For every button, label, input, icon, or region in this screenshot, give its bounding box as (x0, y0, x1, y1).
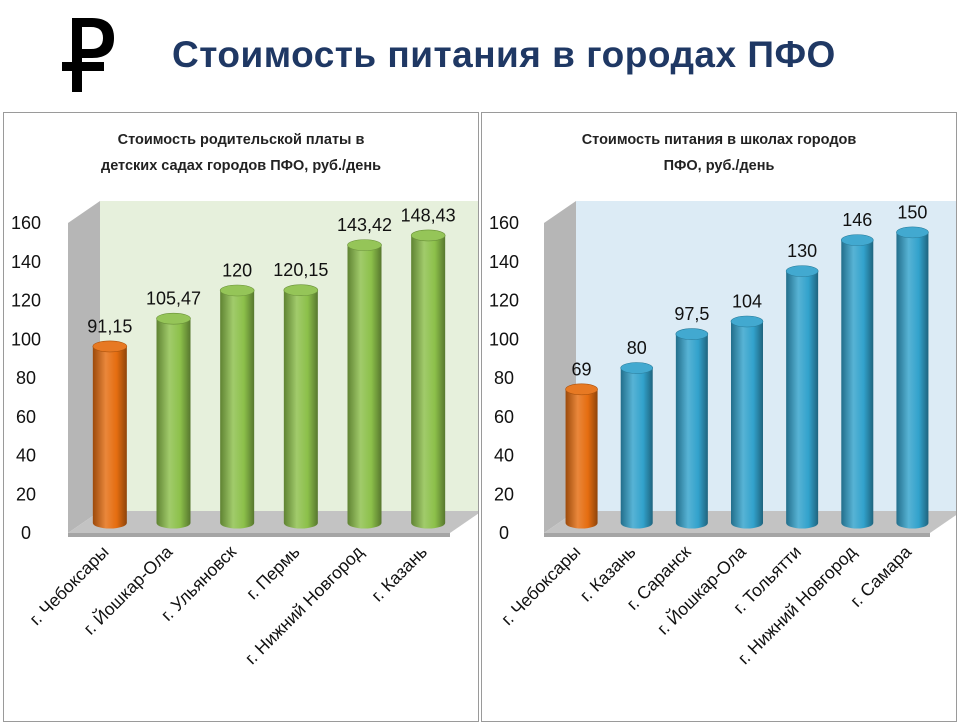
bar-7-top (896, 226, 929, 239)
chart-side-wall (68, 201, 100, 533)
x-tick-label-5: г. Нижний Новгород (241, 542, 367, 668)
bar-3-top (219, 284, 255, 297)
bar-5 (347, 245, 382, 529)
bar-4 (731, 321, 763, 529)
data-label-1: 69 (572, 359, 592, 379)
y-tick-label: 20 (494, 484, 514, 504)
bar-7 (896, 232, 929, 529)
bar-2-top (156, 312, 191, 325)
bar-3-top (675, 328, 709, 340)
bar-6 (411, 235, 446, 529)
x-tick-label-6: г. Казань (367, 542, 431, 606)
y-tick-label: 20 (16, 484, 36, 504)
y-tick-label: 80 (494, 368, 514, 388)
school-meal-cost-chart: Стоимость питания в школах городов ПФО, … (481, 112, 957, 722)
bar-6-top (410, 229, 446, 242)
data-label-6: 146 (842, 210, 872, 230)
bar-1-top (565, 383, 598, 396)
chart-title: Стоимость родительской платы в детских с… (4, 127, 478, 179)
data-label-2: 105,47 (146, 289, 201, 309)
bar-4 (283, 290, 318, 529)
page-title: Стоимость питания в городах ПФО (172, 34, 836, 75)
data-label-3: 120 (222, 261, 252, 281)
y-tick-label: 0 (499, 523, 509, 543)
chart-title-line: ПФО, руб./день (663, 158, 775, 174)
data-label-7: 150 (897, 202, 927, 222)
x-tick-label-4: г. Пермь (242, 542, 304, 604)
data-label-5: 143,42 (337, 215, 392, 235)
y-tick-label: 140 (11, 252, 41, 272)
y-tick-label: 160 (11, 213, 41, 233)
kindergarten-cost-chart: Стоимость родительской платы в детских с… (3, 112, 479, 722)
bar-1 (92, 346, 127, 529)
x-tick-label-7: г. Самара (846, 542, 915, 611)
y-tick-label: 120 (11, 291, 41, 311)
bar-5-top (785, 265, 819, 277)
data-label-2: 80 (627, 338, 647, 358)
data-label-4: 120,15 (273, 260, 328, 280)
chart-title-line: детских садах городов ПФО, руб./день (100, 158, 382, 174)
data-label-4: 104 (732, 292, 762, 312)
bar-2-top (620, 362, 654, 374)
bar-3 (220, 290, 255, 529)
bar-1-top (92, 340, 128, 353)
y-tick-label: 80 (16, 368, 36, 388)
bar-6 (841, 240, 874, 529)
chart-floor-edge (544, 533, 930, 537)
chart-title-line: Стоимость родительской платы в (117, 132, 365, 148)
y-tick-label: 40 (16, 446, 36, 466)
bar-4-top (730, 315, 764, 328)
bar-5 (786, 271, 819, 529)
y-tick-label: 100 (489, 329, 519, 349)
chart-title: Стоимость питания в школах городов ПФО, … (482, 127, 956, 179)
y-tick-label: 120 (489, 291, 519, 311)
bar-6-top (840, 234, 874, 246)
y-tick-label: 60 (494, 407, 514, 427)
bar-5-top (347, 239, 382, 251)
data-label-6: 148,43 (401, 205, 456, 225)
school-bar-chart: 0 20 40 60 80 100 120 140 160 69 г. Чебоксары 80 г. … (489, 201, 956, 668)
bar-2 (620, 368, 653, 529)
y-tick-label: 100 (11, 329, 41, 349)
bar-4-top (283, 284, 319, 297)
chart-title-line: Стоимость питания в школах городов (581, 132, 857, 148)
x-tick-label-1: г. Чебоксары (497, 542, 584, 629)
y-tick-label: 40 (494, 446, 514, 466)
bar-2 (156, 318, 191, 529)
ruble-sign-icon (62, 18, 114, 92)
y-tick-label: 140 (489, 252, 519, 272)
data-label-1: 91,15 (87, 316, 132, 336)
data-label-3: 97,5 (674, 304, 709, 324)
y-tick-label: 0 (21, 523, 31, 543)
data-label-5: 130 (787, 241, 817, 261)
bar-3 (675, 334, 708, 529)
bar-1 (565, 389, 598, 529)
y-tick-label: 60 (16, 407, 36, 427)
chart-floor-edge (68, 533, 450, 537)
y-tick-label: 160 (489, 213, 519, 233)
